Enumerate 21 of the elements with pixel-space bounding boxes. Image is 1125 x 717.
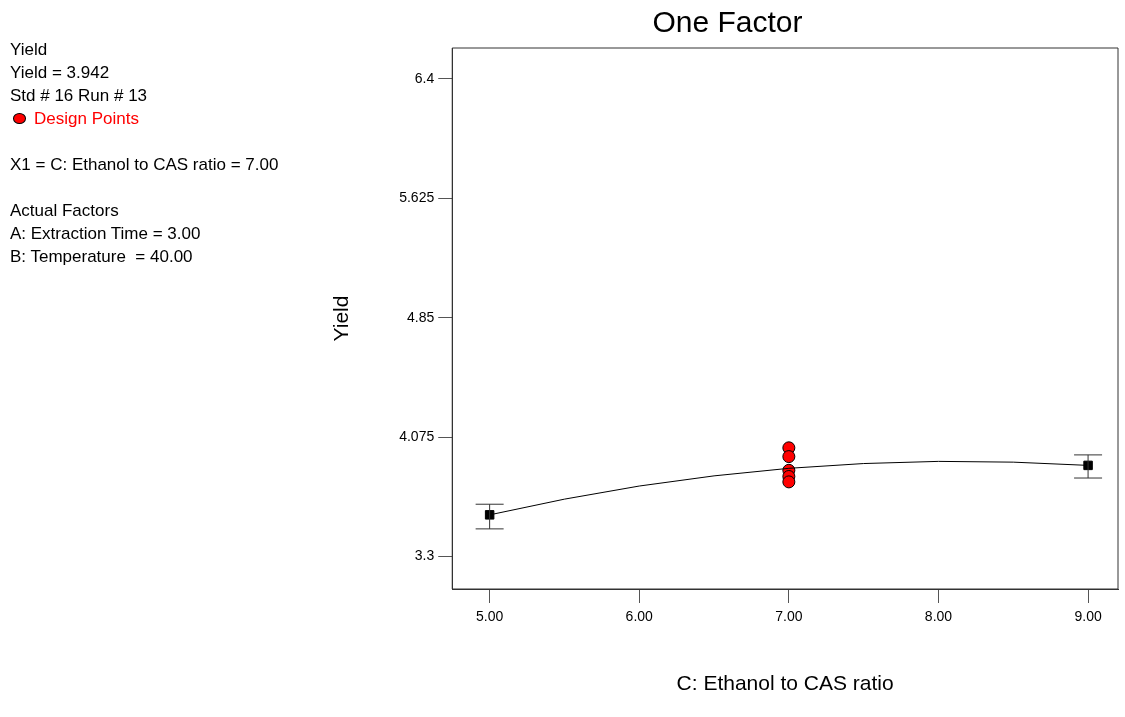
text: Actual Factors xyxy=(10,200,120,222)
y-tick-label: 6.4 xyxy=(414,69,435,86)
legend-label: Design Points xyxy=(33,108,140,130)
y-axis-title: Yield xyxy=(329,295,353,342)
x-tick-label: 9.00 xyxy=(1074,608,1102,625)
text: B: Temperature = 40.00 xyxy=(10,246,194,268)
x-tick-label: 7.00 xyxy=(775,608,803,625)
text: Yield xyxy=(10,39,49,61)
y-tick-label: 3.3 xyxy=(414,547,435,564)
y-tick-label: 5.625 xyxy=(399,189,435,206)
y-tick-label: 4.075 xyxy=(399,428,435,445)
y-tick-label: 4.85 xyxy=(406,308,435,325)
text: Yield = 3.942 xyxy=(10,62,111,84)
x-tick-label: 5.00 xyxy=(476,608,504,625)
x-tick-label: 6.00 xyxy=(625,608,654,625)
text: Std # 16 Run # 13 xyxy=(10,85,149,107)
text: X1 = C: Ethanol to CAS ratio = 7.00 xyxy=(10,154,279,176)
x-axis-title: C: Ethanol to CAS ratio xyxy=(676,671,894,695)
chart-title: One Factor xyxy=(652,5,803,39)
x-tick-label: 8.00 xyxy=(924,608,953,625)
text: A: Extraction Time = 3.00 xyxy=(10,223,202,245)
